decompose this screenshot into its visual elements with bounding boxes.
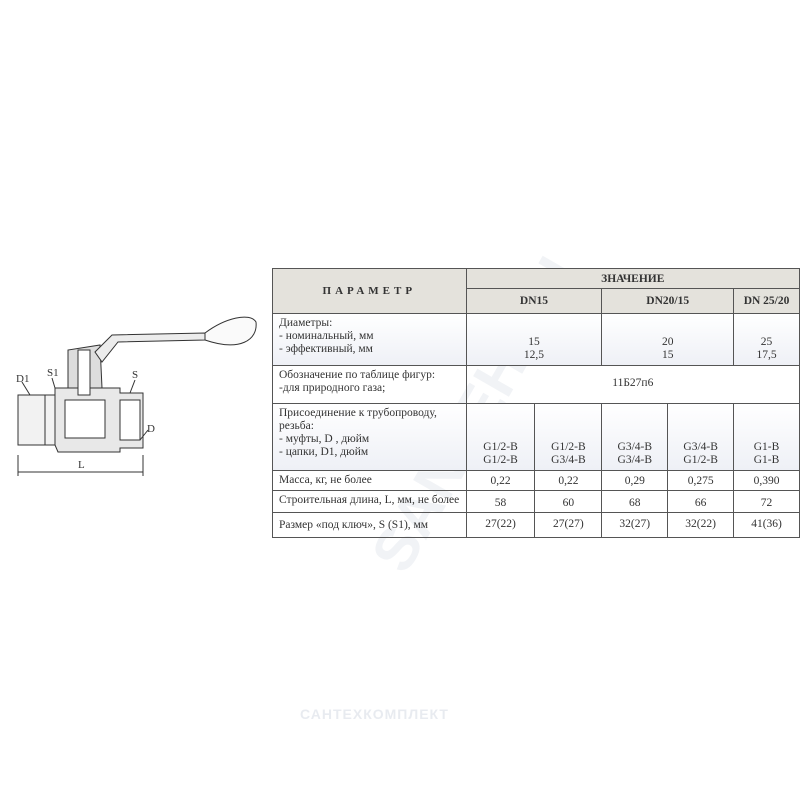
value-cell: 66 — [667, 490, 735, 513]
value-cell: 20 15 — [601, 313, 735, 366]
param-label: Масса, кг, не более — [272, 470, 467, 491]
value-cell: 27(22) — [465, 512, 536, 538]
label-d1: D1 — [16, 373, 29, 385]
param-label: Размер «под ключ», S (S1), мм — [272, 512, 467, 538]
value-cell: 27(27) — [534, 512, 603, 538]
value-cell: 72 — [733, 490, 800, 513]
value-cell: 15 12,5 — [465, 313, 603, 366]
table-row-connection: Присоединение к трубопроводу, резьба: - м… — [272, 403, 800, 471]
value-cell: 60 — [534, 490, 603, 513]
table-row-length: Строительная длина, L, мм, не более 58 6… — [272, 490, 800, 513]
label-d: D — [147, 423, 155, 435]
table-row-mass: Масса, кг, не более 0,22 0,22 0,29 0,275… — [272, 470, 800, 491]
value-cell: G1/2-B G1/2-B — [465, 403, 536, 471]
label-s1: S1 — [47, 367, 59, 379]
value-cell: 0,22 — [465, 470, 536, 491]
param-label: Присоединение к трубопроводу, резьба: - м… — [272, 403, 467, 471]
value-cell: 32(27) — [601, 512, 669, 538]
ball-valve-drawing: D1 S1 S D L — [16, 316, 257, 476]
value-cell: 11Б27п6 — [465, 365, 800, 404]
table-row-wrench-size: Размер «под ключ», S (S1), мм 27(22) 27(… — [272, 512, 800, 538]
param-label: Строительная длина, L, мм, не более — [272, 490, 467, 513]
param-label: Обозначение по таблице фигур: -для природ… — [272, 365, 467, 404]
table-row-designation: Обозначение по таблице фигур: -для природ… — [272, 365, 800, 404]
value-cell: 25 17,5 — [733, 313, 800, 366]
value-cell: 0,29 — [601, 470, 669, 491]
header-dn15: DN15 — [465, 288, 603, 314]
value-cell: 0,390 — [733, 470, 800, 491]
value-cell: 58 — [465, 490, 536, 513]
header-dn25-20: DN 25/20 — [733, 288, 800, 314]
value-cell: 0,275 — [667, 470, 735, 491]
watermark-bottom: САНТЕХКОМПЛЕКТ — [300, 706, 449, 722]
header-value: ЗНАЧЕНИЕ — [465, 268, 800, 289]
value-cell: G1-B G1-B — [733, 403, 800, 471]
param-label: Диаметры: - номинальный, мм - эффективный… — [272, 313, 467, 366]
header-parameter: ПАРАМЕТР — [272, 268, 467, 314]
table-row-diameters: Диаметры: - номинальный, мм - эффективный… — [272, 313, 800, 366]
value-cell: 41(36) — [733, 512, 800, 538]
value-cell: G1/2-B G3/4-B — [534, 403, 603, 471]
label-l: L — [78, 459, 85, 471]
value-cell: 32(22) — [667, 512, 735, 538]
value-cell: G3/4-B G3/4-B — [601, 403, 669, 471]
header-dn20-15: DN20/15 — [601, 288, 735, 314]
specifications-table: ПАРАМЕТР ЗНАЧЕНИЕ DN15 DN20/15 DN 25/20 … — [272, 268, 800, 538]
label-s: S — [132, 369, 138, 381]
value-cell: G3/4-B G1/2-B — [667, 403, 735, 471]
value-cell: 0,22 — [534, 470, 603, 491]
value-cell: 68 — [601, 490, 669, 513]
